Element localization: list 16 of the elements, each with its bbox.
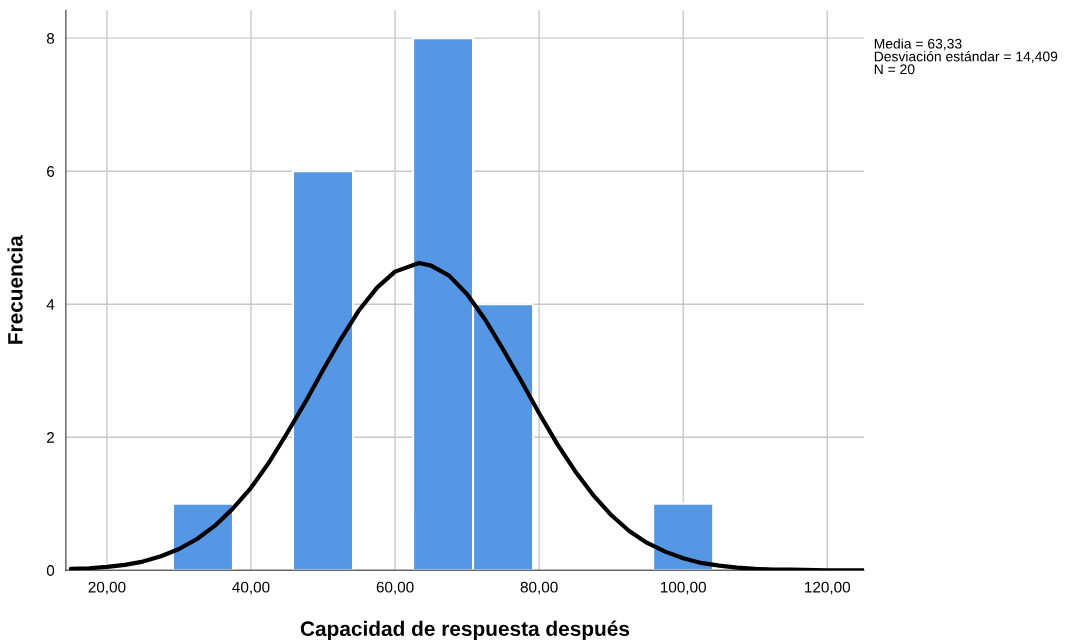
text: Media = 63,33 [874, 38, 962, 51]
x-tick-label: 100,00 [661, 581, 706, 595]
x-tick-label: 40,00 [232, 581, 270, 595]
y-tick-label: 2 [47, 432, 54, 443]
text: Desviación estándar = 14,409 [874, 51, 1058, 64]
x-tick-label: 80,00 [520, 581, 558, 595]
y-tick-label: 0 [46, 565, 55, 576]
x-tick-label: 120,00 [805, 581, 851, 595]
x-tick-label: 20,00 [88, 581, 126, 595]
y-tick-label: 8 [46, 33, 55, 44]
y-axis-title: Frecuencia [7, 235, 23, 344]
x-axis-title: Capacidad de respuesta después [300, 620, 630, 640]
text: N = 20 [874, 64, 915, 75]
y-tick-label: 6 [47, 166, 55, 177]
x-tick-label: 60,00 [376, 581, 414, 595]
y-tick-label: 4 [46, 299, 55, 310]
